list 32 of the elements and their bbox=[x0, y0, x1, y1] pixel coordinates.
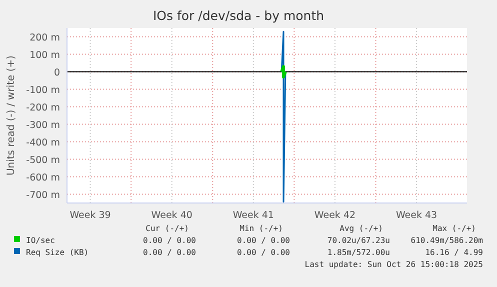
text: 0.00 / 0.00 bbox=[237, 248, 290, 257]
y-tick-label: -400 m bbox=[26, 137, 60, 148]
x-tick-label: Week 41 bbox=[232, 210, 274, 221]
text: Max (-/+) bbox=[432, 224, 476, 233]
text: 0.00 / 0.00 bbox=[143, 236, 196, 245]
text: 70.02u/67.23u bbox=[327, 236, 390, 245]
x-tick-label: Week 40 bbox=[151, 210, 192, 221]
y-tick-label: -300 m bbox=[26, 120, 60, 131]
y-tick-label: -600 m bbox=[26, 172, 60, 184]
y-tick-label: 0 bbox=[54, 67, 60, 78]
text: Avg (-/+) bbox=[340, 224, 383, 233]
text: 1.85m/572.00u bbox=[327, 248, 390, 257]
text: 610.49m/586.20m bbox=[410, 236, 484, 245]
text: 0.00 / 0.00 bbox=[237, 236, 290, 245]
text: Cur (-/+) bbox=[146, 224, 189, 233]
y-tick-label: -500 m bbox=[26, 154, 60, 166]
x-tick-label: Week 43 bbox=[396, 210, 438, 221]
y-axis-title: Units read (-) / write (+) bbox=[6, 55, 17, 176]
x-tick-label: Week 42 bbox=[314, 210, 356, 221]
y-tick-label: -100 m bbox=[26, 84, 60, 96]
text: Last update: Sun Oct 26 15:00:18 2025 bbox=[304, 260, 484, 269]
legend-label: Req Size (KB) bbox=[26, 248, 89, 257]
x-tick-label: Week 39 bbox=[70, 210, 111, 221]
text: 0.00 / 0.00 bbox=[143, 248, 196, 257]
y-tick-label: -700 m bbox=[26, 190, 60, 201]
chart-title: IOs for /dev/sda - by month bbox=[152, 8, 324, 23]
legend-label: IO/sec bbox=[26, 236, 56, 245]
y-tick-label: 200 m bbox=[30, 32, 60, 44]
y-tick-label: 100 m bbox=[30, 50, 60, 61]
text: Min (-/+) bbox=[240, 224, 283, 233]
text: 16.16 / 4.99 bbox=[425, 248, 484, 257]
y-tick-label: -200 m bbox=[26, 102, 60, 114]
